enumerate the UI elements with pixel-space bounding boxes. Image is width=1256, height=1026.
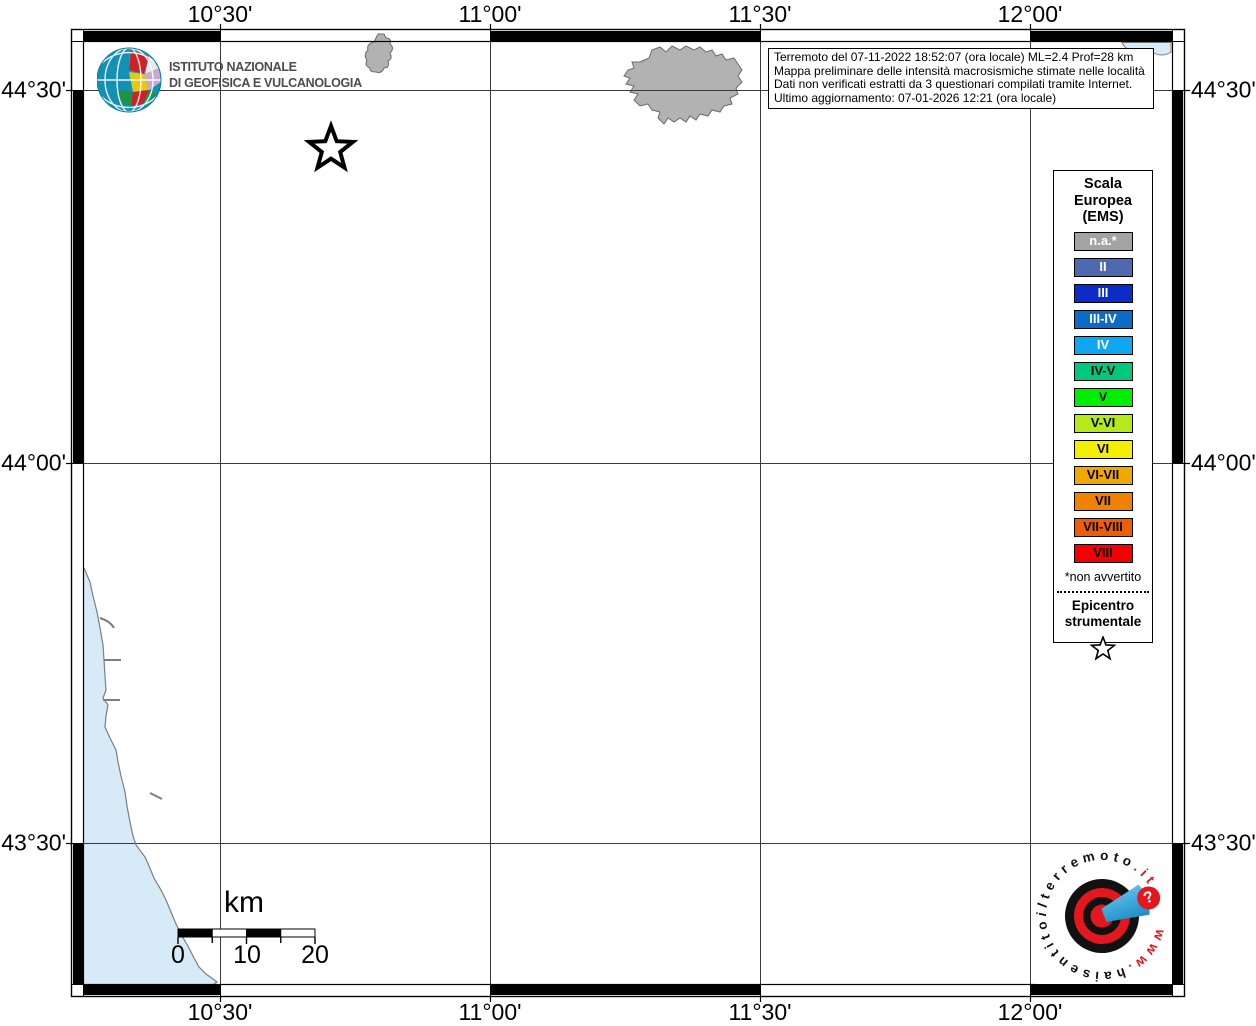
ingv-name-line2: DI GEOFISICA E VULCANOLOGIA [169, 75, 362, 90]
legend-epicenter-line1: Epicentro [1071, 597, 1135, 613]
ingv-name-line1: ISTITUTO NAZIONALE [169, 60, 297, 74]
legend-epicenter-line2: strumentale [1064, 613, 1142, 629]
axis-label-left-0: 44°30' [1, 76, 66, 103]
axis-label-bottom-3: 12°00' [997, 999, 1063, 1025]
info-line-map-type: Mappa preliminare delle intensità macros… [774, 63, 1145, 78]
axis-label-left-2: 43°30' [1, 829, 66, 856]
frame-inner-line [82, 40, 1174, 986]
haisentitoilterremoto-logo: www.haisentitoilterremoto.it ? [1036, 846, 1172, 984]
sea-polygon [84, 568, 217, 984]
scale-bar-label-20: 20 [301, 941, 329, 969]
legend-title-line1: Scala [1084, 176, 1122, 192]
legend-item-viii: VIII [1073, 543, 1133, 563]
axis-label-top-0: 10°30' [187, 1, 253, 27]
frame-separators [71, 29, 1185, 997]
legend-item-v: V [1073, 387, 1133, 407]
ingv-globe-icon [97, 47, 162, 113]
urban-area-small [364, 33, 393, 73]
epicenter-star-icon [303, 120, 359, 173]
intensity-legend: Scala Europea (EMS) n.a.* II III III-IV IV IV… [1053, 170, 1153, 661]
scale-bar-label-10: 10 [233, 941, 261, 969]
urban-area-large [623, 45, 743, 125]
legend-item-iv-v: IV-V [1073, 361, 1133, 381]
scale-bar [177, 928, 316, 944]
info-line-event: Terremoto del 07-11-2022 18:52:07 (ora l… [774, 50, 1134, 64]
axis-ticks [66, 24, 1190, 1002]
scale-bar-label-0: 0 [171, 941, 185, 969]
legend-item-iv: IV [1073, 335, 1133, 355]
legend-star-icon [1089, 634, 1117, 661]
legend-item-iii: III [1073, 283, 1133, 303]
earthquake-info-box: Terremoto del 07-11-2022 18:52:07 (ora l… [768, 48, 1154, 110]
axis-label-top-2: 11°30' [728, 1, 792, 27]
frame-outer-line [70, 28, 1186, 998]
axis-label-right-1: 44°00' [1191, 449, 1256, 476]
legend-item-vi: VI [1073, 439, 1133, 459]
axis-label-bottom-0: 10°30' [187, 999, 253, 1025]
legend-items: n.a.* II III III-IV IV IV-V V V-VI VI VI-VII VII VI… [1054, 231, 1152, 563]
frame-band-segments [73, 31, 1183, 995]
legend-divider [1057, 590, 1149, 593]
legend-item-vii: VII [1073, 491, 1133, 511]
land-area [83, 41, 1173, 985]
river-marks [99, 617, 163, 800]
axis-label-bottom-1: 11°00' [458, 999, 522, 1025]
axis-label-bottom-2: 11°30' [728, 999, 792, 1025]
logo-question-badge [1137, 886, 1161, 910]
axis-label-right-0: 44°30' [1191, 76, 1256, 103]
legend-item-n-a-: n.a.* [1073, 231, 1133, 251]
legend-item-v-vi: V-VI [1073, 413, 1133, 433]
axis-label-top-3: 12°00' [997, 1, 1063, 27]
legend-title-line2: Europea [1073, 192, 1132, 209]
axis-label-left-1: 44°00' [1, 449, 66, 476]
logo-megaphone-icon [1101, 884, 1150, 922]
axis-label-top-1: 11°00' [458, 1, 522, 27]
legend-item-ii: II [1073, 257, 1133, 277]
legend-title-line3: (EMS) [1082, 209, 1124, 225]
legend-item-vii-viii: VII-VIII [1073, 517, 1133, 537]
graticule-grid [84, 42, 1172, 984]
axis-label-right-2: 43°30' [1191, 829, 1256, 856]
legend-item-iii-iv: III-IV [1073, 309, 1133, 329]
legend-footnote: *non avvertito [1064, 569, 1142, 584]
ingv-wordmark: ISTITUTO NAZIONALE DI GEOFISICA E VULCAN… [169, 60, 362, 91]
info-line-updated: Ultimo aggiornamento: 07-01-2026 12:21 (… [774, 90, 1057, 105]
legend-item-vi-vii: VI-VII [1073, 465, 1133, 485]
info-line-data-source: Dati non verificati estratti da 3 questi… [774, 77, 1133, 92]
scale-bar-unit: km [224, 886, 264, 919]
